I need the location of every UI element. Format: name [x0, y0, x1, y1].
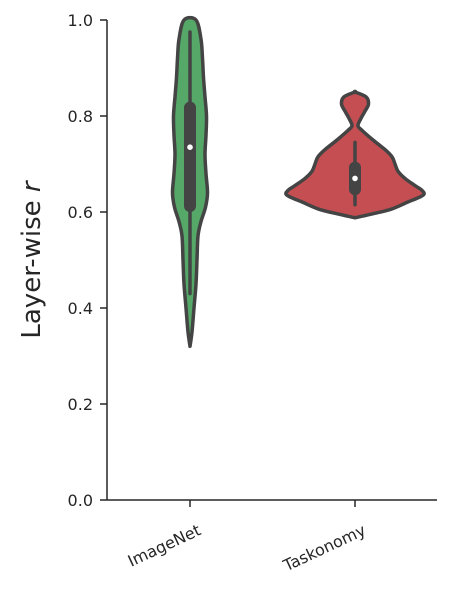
- y-axis-title: Layer-wise r: [17, 179, 47, 339]
- y-tick-label: 1.0: [68, 11, 93, 30]
- x-ticks: ImageNet Taskonomy: [125, 500, 369, 576]
- y-tick-label: 0.8: [68, 107, 93, 126]
- y-tick-label: 0.6: [68, 203, 93, 222]
- violin-median-dot: [352, 175, 358, 182]
- y-tick-label: 0.0: [68, 491, 93, 510]
- y-tick-label: 0.4: [68, 299, 93, 318]
- violins-layer: [170, 15, 426, 349]
- y-ticks: 0.0 0.2 0.4 0.6 0.8 1.0: [68, 11, 107, 510]
- axes-layer: [106, 20, 437, 501]
- x-tick-label: ImageNet: [125, 520, 204, 570]
- y-tick-label: 0.2: [68, 395, 93, 414]
- y-axis-title-variable: r: [17, 179, 47, 192]
- violin-iqr-box: [184, 101, 196, 212]
- x-tick-label: Taskonomy: [279, 520, 368, 575]
- violin-median-dot: [187, 144, 193, 150]
- y-axis-title-text: Layer-wise: [17, 192, 47, 339]
